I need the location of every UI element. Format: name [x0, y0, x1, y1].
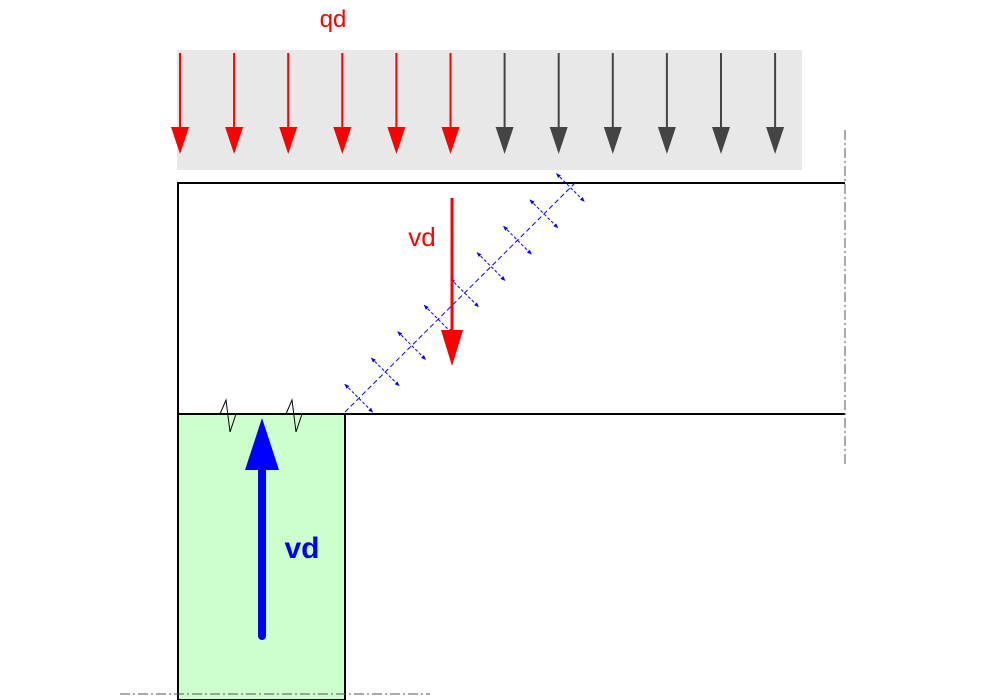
shear-arrow-head [441, 330, 463, 366]
load-arrow-head [279, 127, 298, 154]
strut-arrow [423, 304, 453, 334]
load-arrow-head [712, 127, 730, 154]
reaction-arrow-head [245, 418, 279, 470]
load-arrow-head [549, 127, 568, 154]
reaction-label: vd [284, 532, 319, 565]
break-symbol [219, 398, 303, 433]
load-arrow-head [225, 127, 244, 154]
strut-arrow [397, 331, 427, 360]
load-arrow-head [333, 127, 352, 154]
strut-arrow [556, 173, 585, 202]
shear-label: vd [408, 222, 435, 252]
strut-arrow [476, 252, 506, 281]
strut-arrow [503, 225, 532, 255]
load-arrow-head [441, 127, 460, 154]
strut-arrow [344, 383, 374, 413]
beam [177, 182, 845, 415]
load-arrow-head [657, 127, 676, 154]
load-arrow-head [766, 127, 785, 154]
crack-line [344, 182, 576, 413]
strut-arrow [450, 278, 479, 308]
load-arrow-head [495, 127, 514, 154]
strut-arrow [370, 357, 400, 387]
load-arrows [171, 53, 785, 154]
load-arrow-head [171, 127, 189, 154]
load-arrow-head [603, 127, 622, 154]
load-arrow-head [387, 127, 406, 154]
strut-arrows [344, 173, 585, 413]
load-area [177, 50, 802, 170]
strut-arrow [529, 199, 559, 229]
load-label: qd [320, 6, 347, 33]
